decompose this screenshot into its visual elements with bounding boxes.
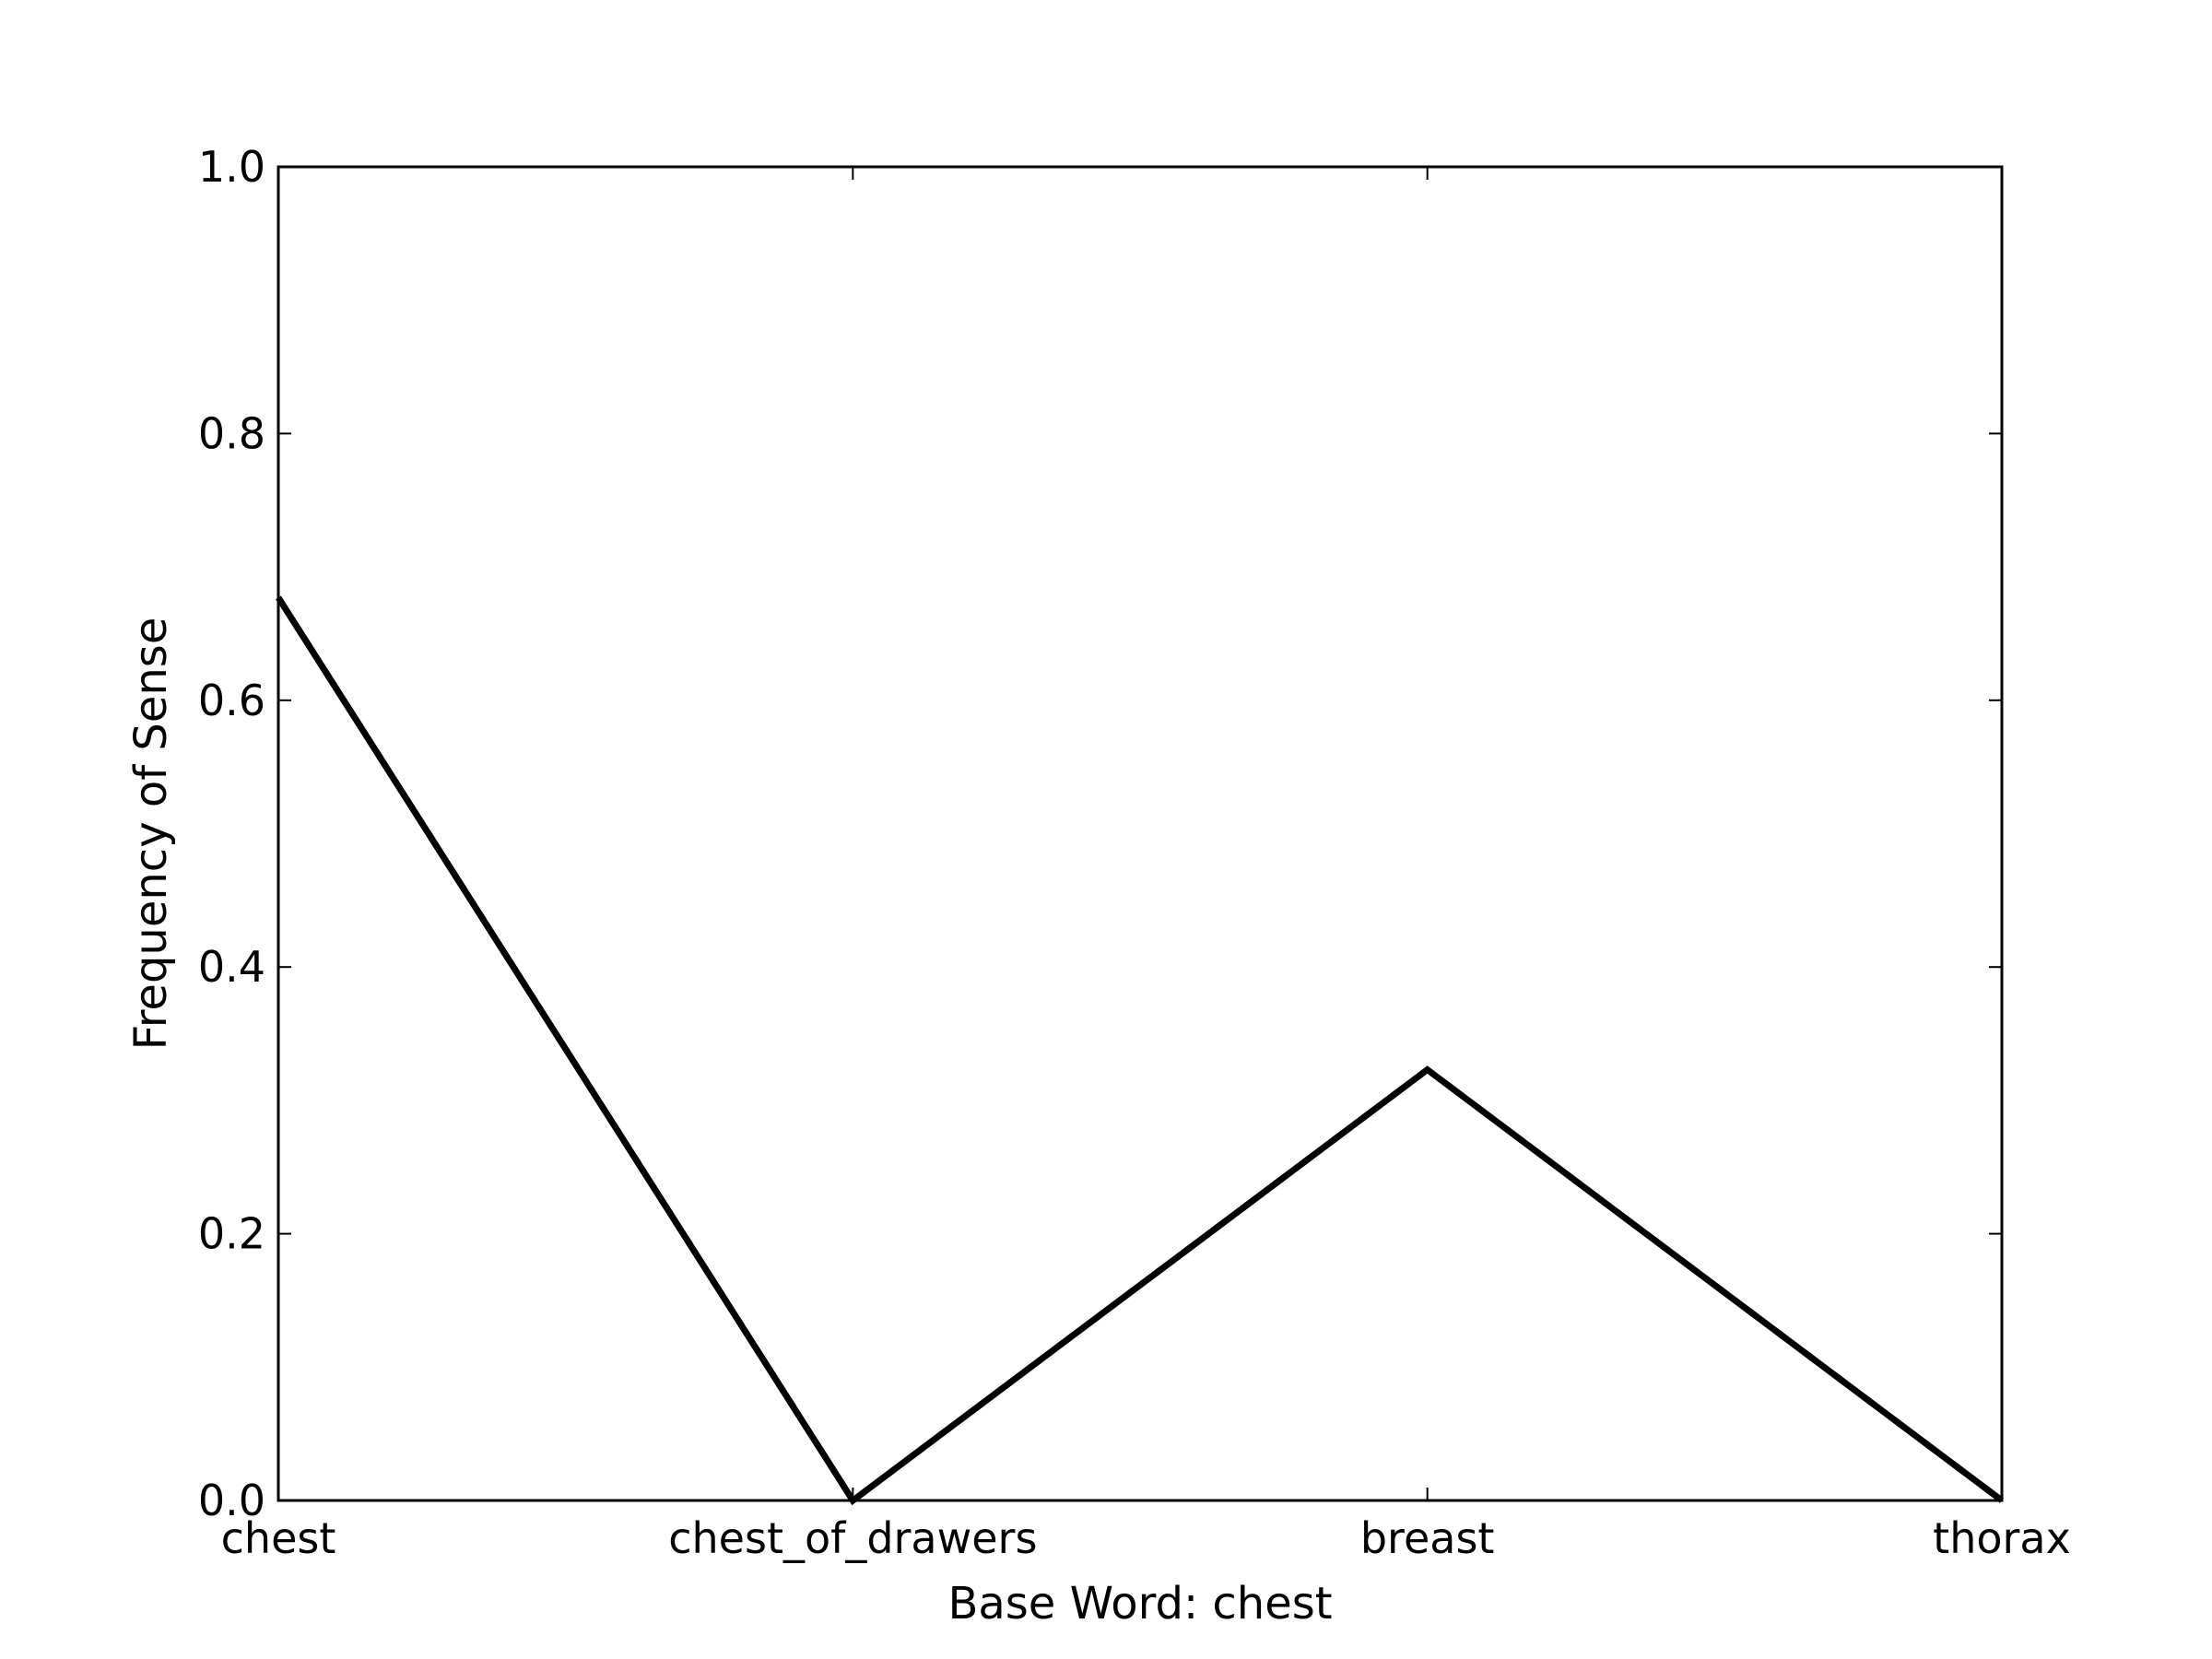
x-tick-label-chest-of-drawers: chest_of_drawers: [668, 1513, 1037, 1563]
y-tick-label: 0.6: [198, 676, 265, 725]
y-tick-label: 0.4: [198, 942, 265, 992]
y-axis-ticks: 0.0 0.2 0.4 0.6 0.8 1.0: [198, 142, 2002, 1525]
y-tick-label: 1.0: [198, 142, 265, 192]
x-tick-label-thorax: thorax: [1933, 1513, 2071, 1563]
x-axis-ticks: chest chest_of_drawers breast thorax: [221, 167, 2071, 1563]
y-tick-label: 0.2: [198, 1209, 265, 1259]
y-axis-label: Frequency of Sense: [125, 618, 177, 1051]
y-tick-label: 0.0: [198, 1476, 265, 1525]
x-tick-label-chest: chest: [221, 1513, 336, 1563]
series-line-0: [276, 595, 2005, 1506]
x-tick-label-breast: breast: [1360, 1513, 1495, 1563]
axes-frame: [276, 165, 2004, 1502]
y-tick-label: 0.8: [198, 408, 265, 458]
plot-area: [276, 595, 2005, 1506]
x-axis-label: Base Word: chest: [947, 1578, 1332, 1630]
